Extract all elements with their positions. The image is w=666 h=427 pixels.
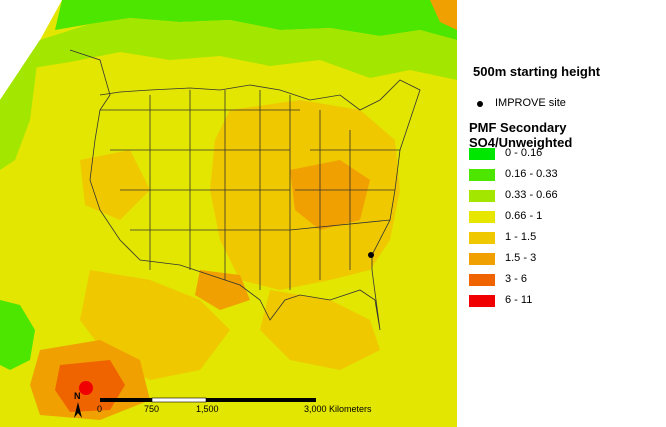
- scale-label-1500: 1,500: [196, 404, 219, 414]
- legend-swatch: [469, 169, 495, 181]
- north-arrow-icon: N: [74, 391, 82, 418]
- region-texas: [195, 270, 250, 310]
- legend-class-label: 0.16 - 0.33: [505, 168, 558, 180]
- scale-label-3000: 3,000 Kilometers: [304, 404, 372, 414]
- improve-site-marker: [368, 252, 374, 258]
- legend-panel: 500m starting height IMPROVE site PMF Se…: [457, 0, 666, 427]
- region-green-north: [55, 0, 457, 40]
- north-arrow-letter: N: [74, 391, 81, 401]
- legend-swatch: [469, 295, 495, 307]
- region-hotspot-core: [79, 381, 93, 395]
- legend-swatch: [469, 232, 495, 244]
- site-marker-icon: [477, 101, 483, 107]
- legend-swatch: [469, 211, 495, 223]
- region-orange-northeast: [430, 0, 457, 30]
- legend-class-label: 1 - 1.5: [505, 231, 537, 243]
- concentration-map: N 0 750 1,500 3,000 Kilometers: [0, 0, 457, 427]
- layer-title: PMF Secondary SO4/Unweighted: [469, 120, 573, 150]
- site-legend-label: IMPROVE site: [495, 97, 566, 109]
- scale-bar: 0 750 1,500 3,000 Kilometers: [97, 397, 372, 414]
- legend-swatch: [469, 274, 495, 286]
- region-green-pacific: [0, 40, 40, 170]
- legend-swatch: [469, 148, 495, 160]
- scale-label-0: 0: [97, 404, 102, 414]
- legend-swatch: [469, 253, 495, 265]
- legend-class-label: 1.5 - 3: [505, 252, 537, 264]
- legend-class-label: 3 - 6: [505, 273, 528, 285]
- boundaries: [69, 49, 421, 331]
- legend-class-label: 0.33 - 0.66: [505, 189, 558, 201]
- legend-swatch: [469, 190, 495, 202]
- region-lightgreen-north: [20, 18, 457, 80]
- legend-class-label: 6 - 11: [505, 294, 533, 306]
- region-gulf: [260, 290, 380, 370]
- legend-class-label: 0 - 0.16: [505, 147, 543, 159]
- starting-height-title: 500m starting height: [473, 64, 601, 79]
- scale-label-750: 750: [144, 404, 159, 414]
- region-green-southwest: [0, 300, 35, 370]
- legend-class-label: 0.66 - 1: [505, 210, 543, 222]
